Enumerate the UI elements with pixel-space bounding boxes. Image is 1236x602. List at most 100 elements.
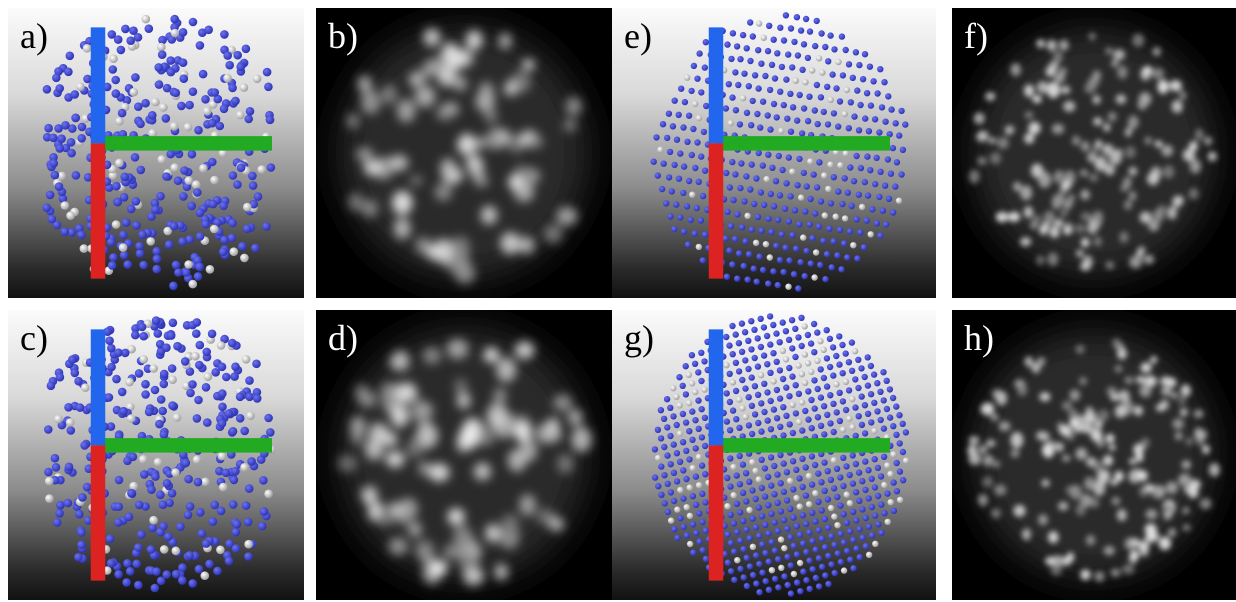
primary-atom <box>754 363 762 370</box>
primary-atom <box>660 160 667 167</box>
secondary-atom <box>171 468 180 477</box>
primary-atom <box>155 419 164 429</box>
primary-atom <box>777 423 784 430</box>
primary-atom <box>131 330 140 340</box>
primary-atom <box>151 205 160 214</box>
primary-atom <box>874 90 881 97</box>
primary-atom <box>877 232 884 239</box>
primary-atom <box>758 60 765 67</box>
primary-atom <box>218 402 227 412</box>
primary-atom <box>790 514 797 521</box>
primary-atom <box>742 238 749 245</box>
primary-atom <box>877 66 884 73</box>
primary-atom <box>673 450 681 457</box>
primary-atom <box>754 110 761 118</box>
primary-atom <box>837 502 844 509</box>
primary-atom <box>44 123 53 133</box>
primary-atom <box>821 431 828 438</box>
panel-b-stem-image: b) <box>316 8 612 298</box>
primary-atom <box>753 175 760 182</box>
primary-atom <box>63 498 73 508</box>
primary-atom <box>817 394 825 401</box>
primary-atom <box>857 101 864 109</box>
primary-atom <box>162 479 172 488</box>
primary-atom <box>185 367 195 376</box>
primary-atom <box>796 475 803 482</box>
primary-atom <box>673 421 680 429</box>
primary-atom <box>671 526 678 533</box>
primary-atom <box>738 224 746 231</box>
primary-atom <box>178 237 187 246</box>
primary-atom <box>794 182 801 189</box>
primary-atom <box>773 386 781 394</box>
primary-atom <box>691 360 699 367</box>
primary-atom <box>55 84 64 93</box>
primary-atom <box>810 171 817 178</box>
primary-atom <box>870 78 877 85</box>
primary-atom <box>743 498 750 505</box>
secondary-atom <box>796 559 804 567</box>
primary-atom <box>815 223 823 230</box>
primary-atom <box>729 351 736 358</box>
primary-atom <box>836 226 844 233</box>
primary-atom <box>893 431 900 438</box>
primary-atom <box>759 266 767 274</box>
primary-atom <box>877 416 884 424</box>
secondary-atom <box>834 522 841 529</box>
primary-atom <box>740 574 747 581</box>
primary-atom <box>773 415 781 422</box>
primary-atom <box>689 493 697 500</box>
primary-atom <box>780 404 787 411</box>
primary-atom <box>858 393 865 400</box>
primary-atom <box>798 314 805 321</box>
primary-atom <box>60 227 70 236</box>
primary-atom <box>729 94 736 101</box>
primary-atom <box>106 237 116 247</box>
secondary-atom <box>657 146 664 153</box>
secondary-atom <box>109 54 118 63</box>
secondary-atom <box>757 372 765 379</box>
secondary-atom <box>129 481 138 491</box>
primary-atom <box>868 532 876 539</box>
primary-atom <box>116 45 126 55</box>
secondary-atom <box>730 492 737 499</box>
primary-atom <box>158 500 168 509</box>
primary-atom <box>193 272 203 281</box>
primary-atom <box>697 217 705 224</box>
secondary-atom <box>793 494 800 502</box>
primary-atom <box>119 250 129 260</box>
primary-atom <box>807 195 814 203</box>
primary-atom <box>773 114 780 121</box>
primary-atom <box>746 478 753 485</box>
primary-atom <box>738 320 746 327</box>
primary-atom <box>748 318 755 325</box>
primary-atom <box>726 342 733 349</box>
primary-atom <box>874 492 882 500</box>
primary-atom <box>666 148 674 156</box>
primary-atom <box>176 221 185 230</box>
primary-atom <box>166 149 175 159</box>
primary-atom <box>47 214 57 224</box>
primary-atom <box>789 429 797 437</box>
primary-atom <box>750 265 757 272</box>
primary-atom <box>811 461 819 469</box>
primary-atom <box>74 552 83 562</box>
secondary-atom <box>683 504 690 511</box>
primary-atom <box>789 458 797 465</box>
primary-atom <box>754 391 762 398</box>
primary-atom <box>836 333 843 340</box>
primary-atom <box>49 159 59 168</box>
primary-atom <box>811 377 818 384</box>
primary-atom <box>157 50 167 59</box>
primary-atom <box>773 242 780 249</box>
primary-atom <box>107 30 117 39</box>
secondary-atom <box>832 149 840 156</box>
secondary-atom <box>217 451 227 461</box>
primary-atom <box>812 210 819 217</box>
primary-atom <box>701 414 709 421</box>
primary-atom <box>735 81 742 89</box>
primary-atom <box>135 249 145 258</box>
primary-atom <box>821 515 829 523</box>
primary-atom <box>840 539 848 546</box>
primary-atom <box>193 477 203 487</box>
